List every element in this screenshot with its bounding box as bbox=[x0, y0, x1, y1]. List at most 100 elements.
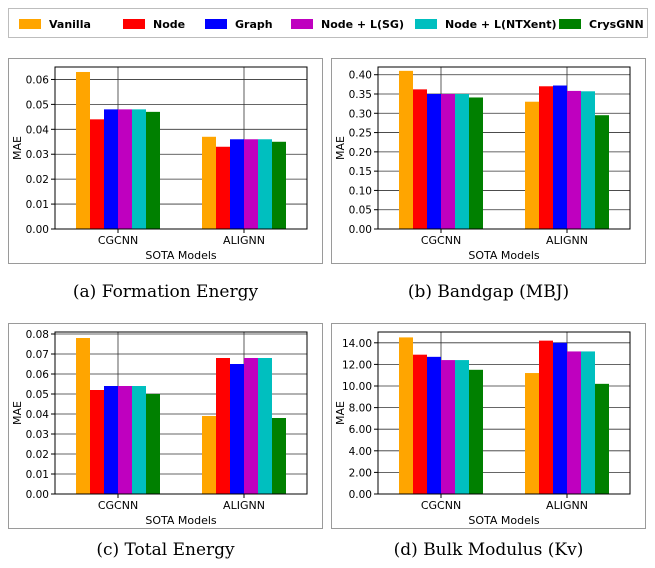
legend-swatch bbox=[205, 19, 227, 29]
legend-item-node-lntxent: Node + L(NTXent) bbox=[415, 17, 556, 31]
legend-item-node: Node bbox=[123, 17, 185, 31]
bar-cgcnn-2 bbox=[427, 356, 441, 494]
legend-swatch bbox=[559, 19, 581, 29]
bar-cgcnn-3 bbox=[441, 94, 455, 229]
bar-cgcnn-1 bbox=[413, 354, 427, 494]
y-tick-label: 10.00 bbox=[342, 381, 372, 393]
chart-svg: 0.00 0.05 0.10 0.15 0.20 0.25 0.30 0.35 0.40 CGCN… bbox=[334, 66, 631, 262]
x-tick-label: ALIGNN bbox=[546, 499, 588, 512]
x-axis-label: SOTA Models bbox=[468, 514, 540, 527]
bar-cgcnn-5 bbox=[146, 111, 160, 229]
y-tick-label: 0.02 bbox=[26, 174, 49, 186]
y-tick-label: 0.01 bbox=[26, 199, 49, 211]
x-tick-label: CGCNN bbox=[98, 234, 138, 247]
caption-formation-energy: (a) Formation Energy bbox=[72, 282, 259, 302]
bar-cgcnn-3 bbox=[118, 386, 132, 494]
bar-cgcnn-5 bbox=[469, 97, 483, 229]
bar-alignn-2 bbox=[553, 85, 567, 229]
plot-frame bbox=[54, 66, 308, 230]
y-tick-label: 0.00 bbox=[26, 489, 49, 501]
x-tick-label: CGCNN bbox=[421, 234, 461, 247]
bar-cgcnn-5 bbox=[469, 369, 483, 494]
y-tick-label: 8.00 bbox=[349, 403, 372, 415]
legend-item-graph: Graph bbox=[205, 17, 273, 31]
caption-total-energy: (c) Total Energy bbox=[96, 540, 235, 560]
bar-alignn-0 bbox=[525, 101, 539, 229]
legend-label: CrysGNN bbox=[589, 17, 644, 31]
y-tick-label: 6.00 bbox=[349, 424, 372, 436]
x-axis-label: SOTA Models bbox=[468, 249, 540, 262]
y-tick-label: 0.15 bbox=[349, 166, 372, 178]
bar-alignn-2 bbox=[553, 342, 567, 494]
y-tick-label: 12.00 bbox=[342, 359, 372, 371]
y-tick-label: 0.04 bbox=[26, 124, 50, 136]
x-axis-label: SOTA Models bbox=[145, 249, 217, 262]
caption-bulk-modulus: (d) Bulk Modulus (Kv) bbox=[393, 540, 584, 560]
y-axis-label: MAE bbox=[334, 401, 347, 425]
y-axis-label: MAE bbox=[334, 136, 347, 160]
bar-alignn-5 bbox=[272, 141, 286, 229]
bar-alignn-2 bbox=[230, 139, 244, 229]
y-tick-label: 0.06 bbox=[26, 369, 50, 381]
bar-cgcnn-1 bbox=[413, 89, 427, 229]
y-tick-label: 0.40 bbox=[349, 70, 372, 82]
y-tick-label: 0.06 bbox=[26, 74, 50, 86]
caption-bandgap: (b) Bandgap (MBJ) bbox=[407, 282, 570, 302]
bar-alignn-4 bbox=[581, 91, 595, 229]
chart-panel-total-energy: 0.00 0.01 0.02 0.03 0.04 0.05 0.06 0.07 0.08 CGCN… bbox=[8, 323, 323, 529]
bar-cgcnn-2 bbox=[427, 94, 441, 229]
bar-cgcnn-4 bbox=[455, 360, 469, 494]
x-tick-label: CGCNN bbox=[421, 499, 461, 512]
plot-frame bbox=[54, 331, 308, 495]
plot-frame bbox=[377, 331, 631, 495]
chart-panel-formation-energy: 0.00 0.01 0.02 0.03 0.04 0.05 0.06 CGCNN ALIGNN S… bbox=[8, 58, 323, 264]
legend-item-vanilla: Vanilla bbox=[19, 17, 91, 31]
legend-item-crysgnn: CrysGNN bbox=[559, 17, 644, 31]
bar-alignn-4 bbox=[581, 351, 595, 494]
y-tick-label: 0.01 bbox=[26, 469, 49, 481]
bar-cgcnn-0 bbox=[76, 338, 90, 494]
legend: Vanilla Node Graph Node + L(SG) Node + L… bbox=[8, 8, 648, 38]
chart-svg: 0.00 2.00 4.00 6.00 8.00 10.00 12.00 14.00 CGCNN… bbox=[334, 331, 631, 527]
y-tick-label: 0.25 bbox=[349, 128, 372, 140]
y-tick-label: 0.07 bbox=[26, 349, 49, 361]
bar-alignn-3 bbox=[244, 139, 258, 229]
bar-alignn-2 bbox=[230, 364, 244, 494]
bar-alignn-0 bbox=[202, 416, 216, 494]
bar-cgcnn-3 bbox=[441, 360, 455, 494]
y-tick-label: 0.08 bbox=[26, 329, 49, 341]
y-tick-label: 0.03 bbox=[26, 429, 49, 441]
bar-alignn-4 bbox=[258, 358, 272, 494]
bar-cgcnn-4 bbox=[132, 109, 146, 229]
legend-label: Graph bbox=[235, 17, 273, 31]
y-tick-label: 0.10 bbox=[349, 185, 372, 197]
y-tick-label: 0.00 bbox=[26, 224, 49, 236]
bar-alignn-0 bbox=[202, 136, 216, 229]
chart-svg: 0.00 0.01 0.02 0.03 0.04 0.05 0.06 0.07 0.08 CGCN… bbox=[11, 329, 308, 527]
bar-alignn-1 bbox=[539, 340, 553, 494]
y-tick-label: 0.00 bbox=[349, 489, 372, 501]
bar-alignn-0 bbox=[525, 373, 539, 494]
legend-label: Node + L(NTXent) bbox=[445, 17, 557, 31]
y-tick-label: 4.00 bbox=[349, 446, 372, 458]
y-tick-label: 0.05 bbox=[349, 205, 372, 217]
y-tick-label: 0.00 bbox=[349, 224, 372, 236]
bar-alignn-4 bbox=[258, 139, 272, 229]
y-tick-label: 2.00 bbox=[349, 467, 372, 479]
bar-alignn-3 bbox=[567, 351, 581, 494]
bar-alignn-5 bbox=[595, 115, 609, 229]
bar-cgcnn-3 bbox=[118, 109, 132, 229]
bar-cgcnn-1 bbox=[90, 119, 104, 229]
bar-alignn-3 bbox=[567, 90, 581, 230]
y-tick-label: 0.02 bbox=[26, 449, 49, 461]
y-tick-label: 0.20 bbox=[349, 147, 372, 159]
bar-cgcnn-4 bbox=[132, 386, 146, 494]
bar-cgcnn-0 bbox=[399, 337, 413, 494]
bar-cgcnn-2 bbox=[104, 109, 118, 229]
legend-swatch bbox=[415, 19, 437, 29]
x-axis-label: SOTA Models bbox=[145, 514, 217, 527]
bar-cgcnn-5 bbox=[146, 394, 160, 494]
bar-cgcnn-2 bbox=[104, 386, 118, 494]
y-axis-label: MAE bbox=[11, 401, 24, 425]
x-tick-label: ALIGNN bbox=[223, 234, 265, 247]
